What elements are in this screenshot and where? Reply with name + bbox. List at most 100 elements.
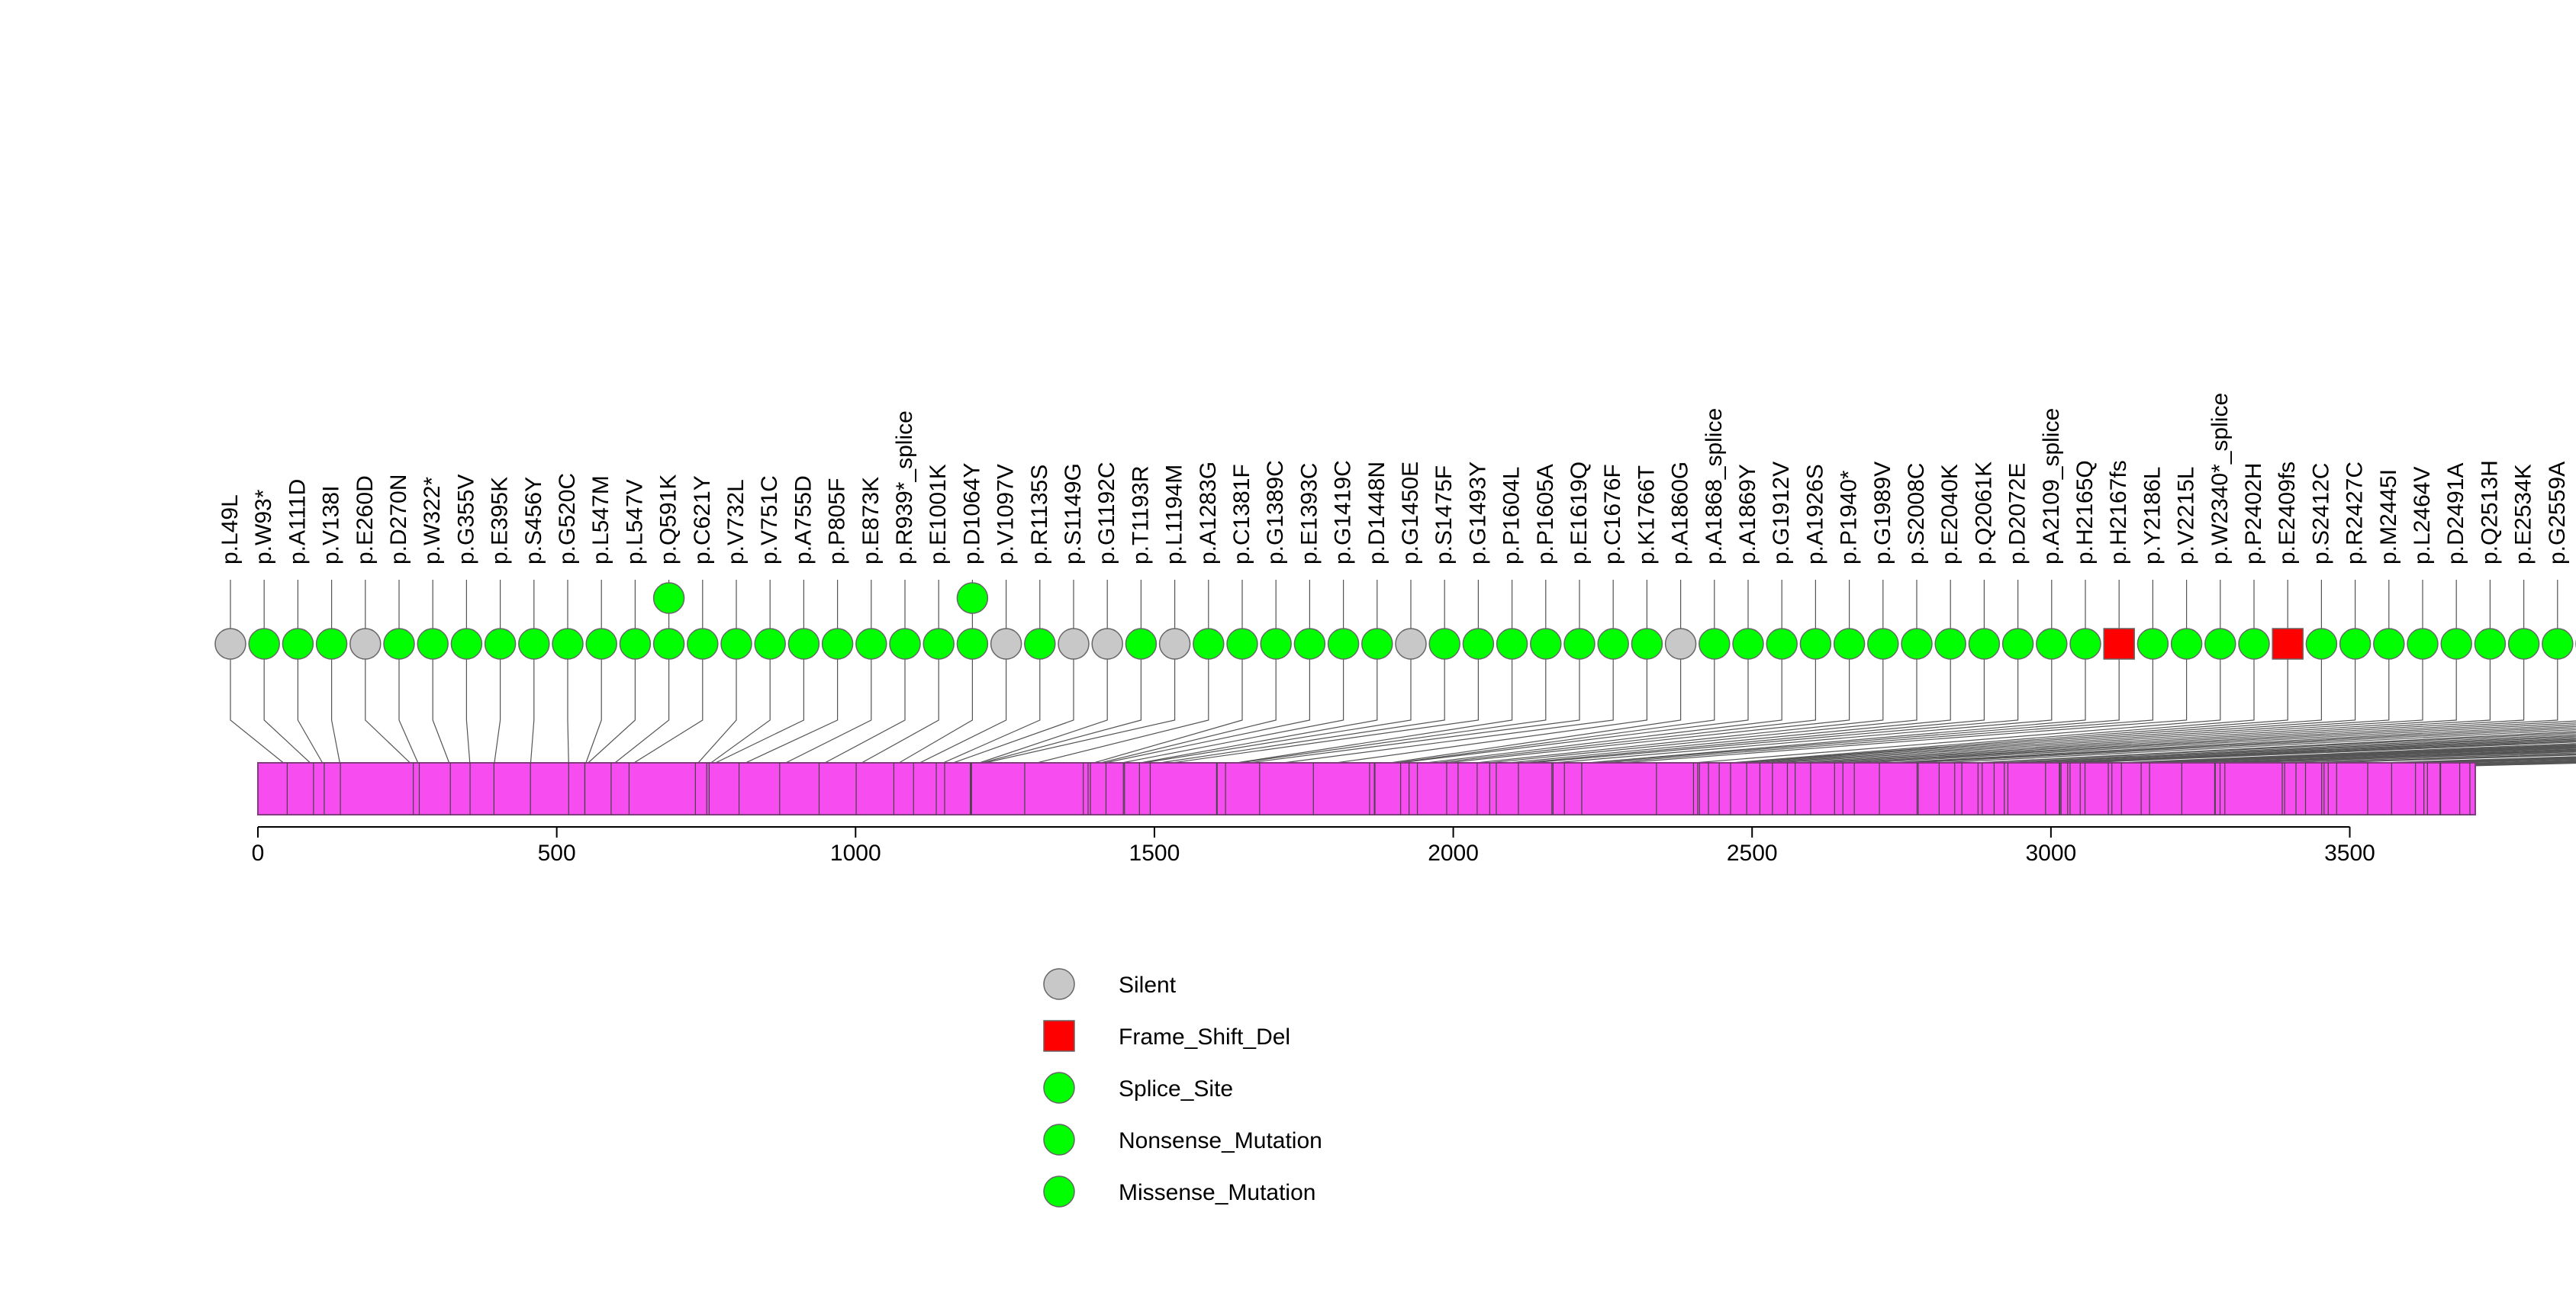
mutation-stem xyxy=(297,580,325,768)
mutation-marker xyxy=(2407,628,2439,660)
mutation-marker xyxy=(2507,628,2540,660)
mutation-marker xyxy=(2036,628,2068,660)
legend-circle-swatch xyxy=(1043,1072,1075,1104)
mutation-label: p.E1393C xyxy=(1296,463,1322,564)
mutation-marker xyxy=(2204,628,2236,660)
legend-label: Frame_Shift_Del xyxy=(1119,1024,1290,1050)
mutation-marker xyxy=(821,628,854,660)
mutation-marker xyxy=(619,628,652,660)
mutation-stem xyxy=(1954,735,2576,767)
mutation-label: p.C1381F xyxy=(1229,464,1254,564)
mutation-marker xyxy=(754,628,786,660)
mutation-stem xyxy=(1496,580,2019,767)
mutation-label: p.T1193R xyxy=(1128,465,1153,564)
mutation-stem xyxy=(1216,580,1513,767)
mutation-marker xyxy=(2305,628,2338,660)
mutation-marker xyxy=(720,628,752,660)
mutation-label: p.A1868_splice xyxy=(1702,408,1727,564)
mutation-marker xyxy=(450,628,483,660)
mutation-label: p.D270N xyxy=(386,474,411,564)
mutation-marker xyxy=(1091,628,1123,660)
mutation-marker xyxy=(518,628,550,660)
mutation-marker xyxy=(383,628,415,660)
mutation-stem xyxy=(970,580,1108,767)
mutation-label: p.G2559A xyxy=(2545,462,2570,564)
legend-circle-swatch xyxy=(1043,1124,1075,1156)
mutation-marker-layer xyxy=(214,582,2576,660)
mutation-marker xyxy=(1058,628,1090,660)
x-tick-label: 0 xyxy=(252,841,265,866)
mutation-label: p.E395K xyxy=(488,477,513,564)
mutation-label: p.A1283G xyxy=(1196,462,1221,564)
mutation-label: p.A755D xyxy=(791,475,816,564)
mutation-label: p.A1860G xyxy=(1668,462,1693,564)
mutation-stem xyxy=(263,580,314,767)
x-tick-label: 3000 xyxy=(2025,841,2076,866)
mutation-stem xyxy=(365,580,414,767)
mutation-label: p.Y2186L xyxy=(2140,467,2165,564)
mutation-stem xyxy=(738,580,839,767)
mutation-marker xyxy=(2069,628,2101,660)
mutation-marker xyxy=(1968,628,2001,660)
mutation-marker xyxy=(2474,628,2507,660)
mutation-stem xyxy=(1692,580,2255,767)
mutation-marker xyxy=(1193,628,1225,660)
mutation-marker xyxy=(585,628,617,660)
mutation-stem xyxy=(1216,580,1547,767)
mutation-stem xyxy=(970,580,1142,767)
mutation-marker xyxy=(2272,628,2304,660)
mutation-marker xyxy=(1799,628,1832,660)
mutation-stem xyxy=(2007,741,2576,767)
mutation-marker xyxy=(990,628,1022,660)
mutation-marker xyxy=(956,582,989,614)
mutation-label: p.L49L xyxy=(217,494,243,564)
mutation-marker xyxy=(417,628,449,660)
mutation-marker xyxy=(484,628,517,660)
mutation-marker xyxy=(1766,628,1798,660)
mutation-marker xyxy=(1699,628,1731,660)
mutation-stem xyxy=(1409,580,1816,767)
mutation-label: p.S456Y xyxy=(521,477,546,564)
protein-domain-layer xyxy=(257,762,2476,815)
legend-item: Splice_Site xyxy=(1043,1072,1233,1104)
mutation-marker xyxy=(923,628,955,660)
mutation-label: p.A1926S xyxy=(1802,464,1827,564)
mutation-stem xyxy=(432,580,451,767)
mutation-label: p.E2040K xyxy=(1937,464,1963,564)
mutation-label: p.Q2513H xyxy=(2477,460,2502,564)
mutation-marker xyxy=(1563,628,1596,660)
mutation-label: p.E1001K xyxy=(926,464,951,564)
mutation-label: p.S2008C xyxy=(1904,463,1929,564)
mutation-marker xyxy=(2170,628,2203,660)
stem-layer xyxy=(230,580,2576,768)
mutation-stem xyxy=(1087,580,1277,767)
mutation-label: p.R1135S xyxy=(1027,465,1052,564)
mutation-label: p.W2340*_splice xyxy=(2207,393,2233,564)
legend-label: Splice_Site xyxy=(1119,1076,1233,1102)
mutation-marker xyxy=(1327,628,1360,660)
mutation-marker xyxy=(1226,628,1258,660)
mutation-label: p.D2072E xyxy=(2005,463,2030,564)
mutation-marker xyxy=(1260,628,1292,660)
mutation-label: p.H2165Q xyxy=(2072,460,2098,564)
mutation-label: p.S1149G xyxy=(1061,463,1086,564)
mutation-label: p.G355V xyxy=(453,474,478,564)
mutation-label: p.L2464V xyxy=(2410,467,2435,564)
mutation-stem xyxy=(1149,580,1480,767)
mutation-stem xyxy=(1581,580,2188,767)
mutation-marker xyxy=(2103,628,2135,660)
mutation-marker xyxy=(652,628,685,660)
mutation-label: p.G1493Y xyxy=(1465,462,1490,564)
mutation-marker xyxy=(956,628,989,660)
x-tick-label: 500 xyxy=(538,841,576,866)
x-tick-label: 1000 xyxy=(830,841,881,866)
mutation-label: p.Q591K xyxy=(656,474,681,564)
mutation-label: p.P1604L xyxy=(1499,467,1525,564)
mutation-stem xyxy=(493,580,501,767)
mutation-marker xyxy=(1428,628,1460,660)
mutation-label: p.G1989V xyxy=(1870,462,1895,564)
mutation-marker xyxy=(1530,628,1562,660)
mutation-label: p.A111D xyxy=(285,479,310,564)
x-tick-label: 2500 xyxy=(1727,841,1778,866)
mutation-marker xyxy=(282,628,314,660)
